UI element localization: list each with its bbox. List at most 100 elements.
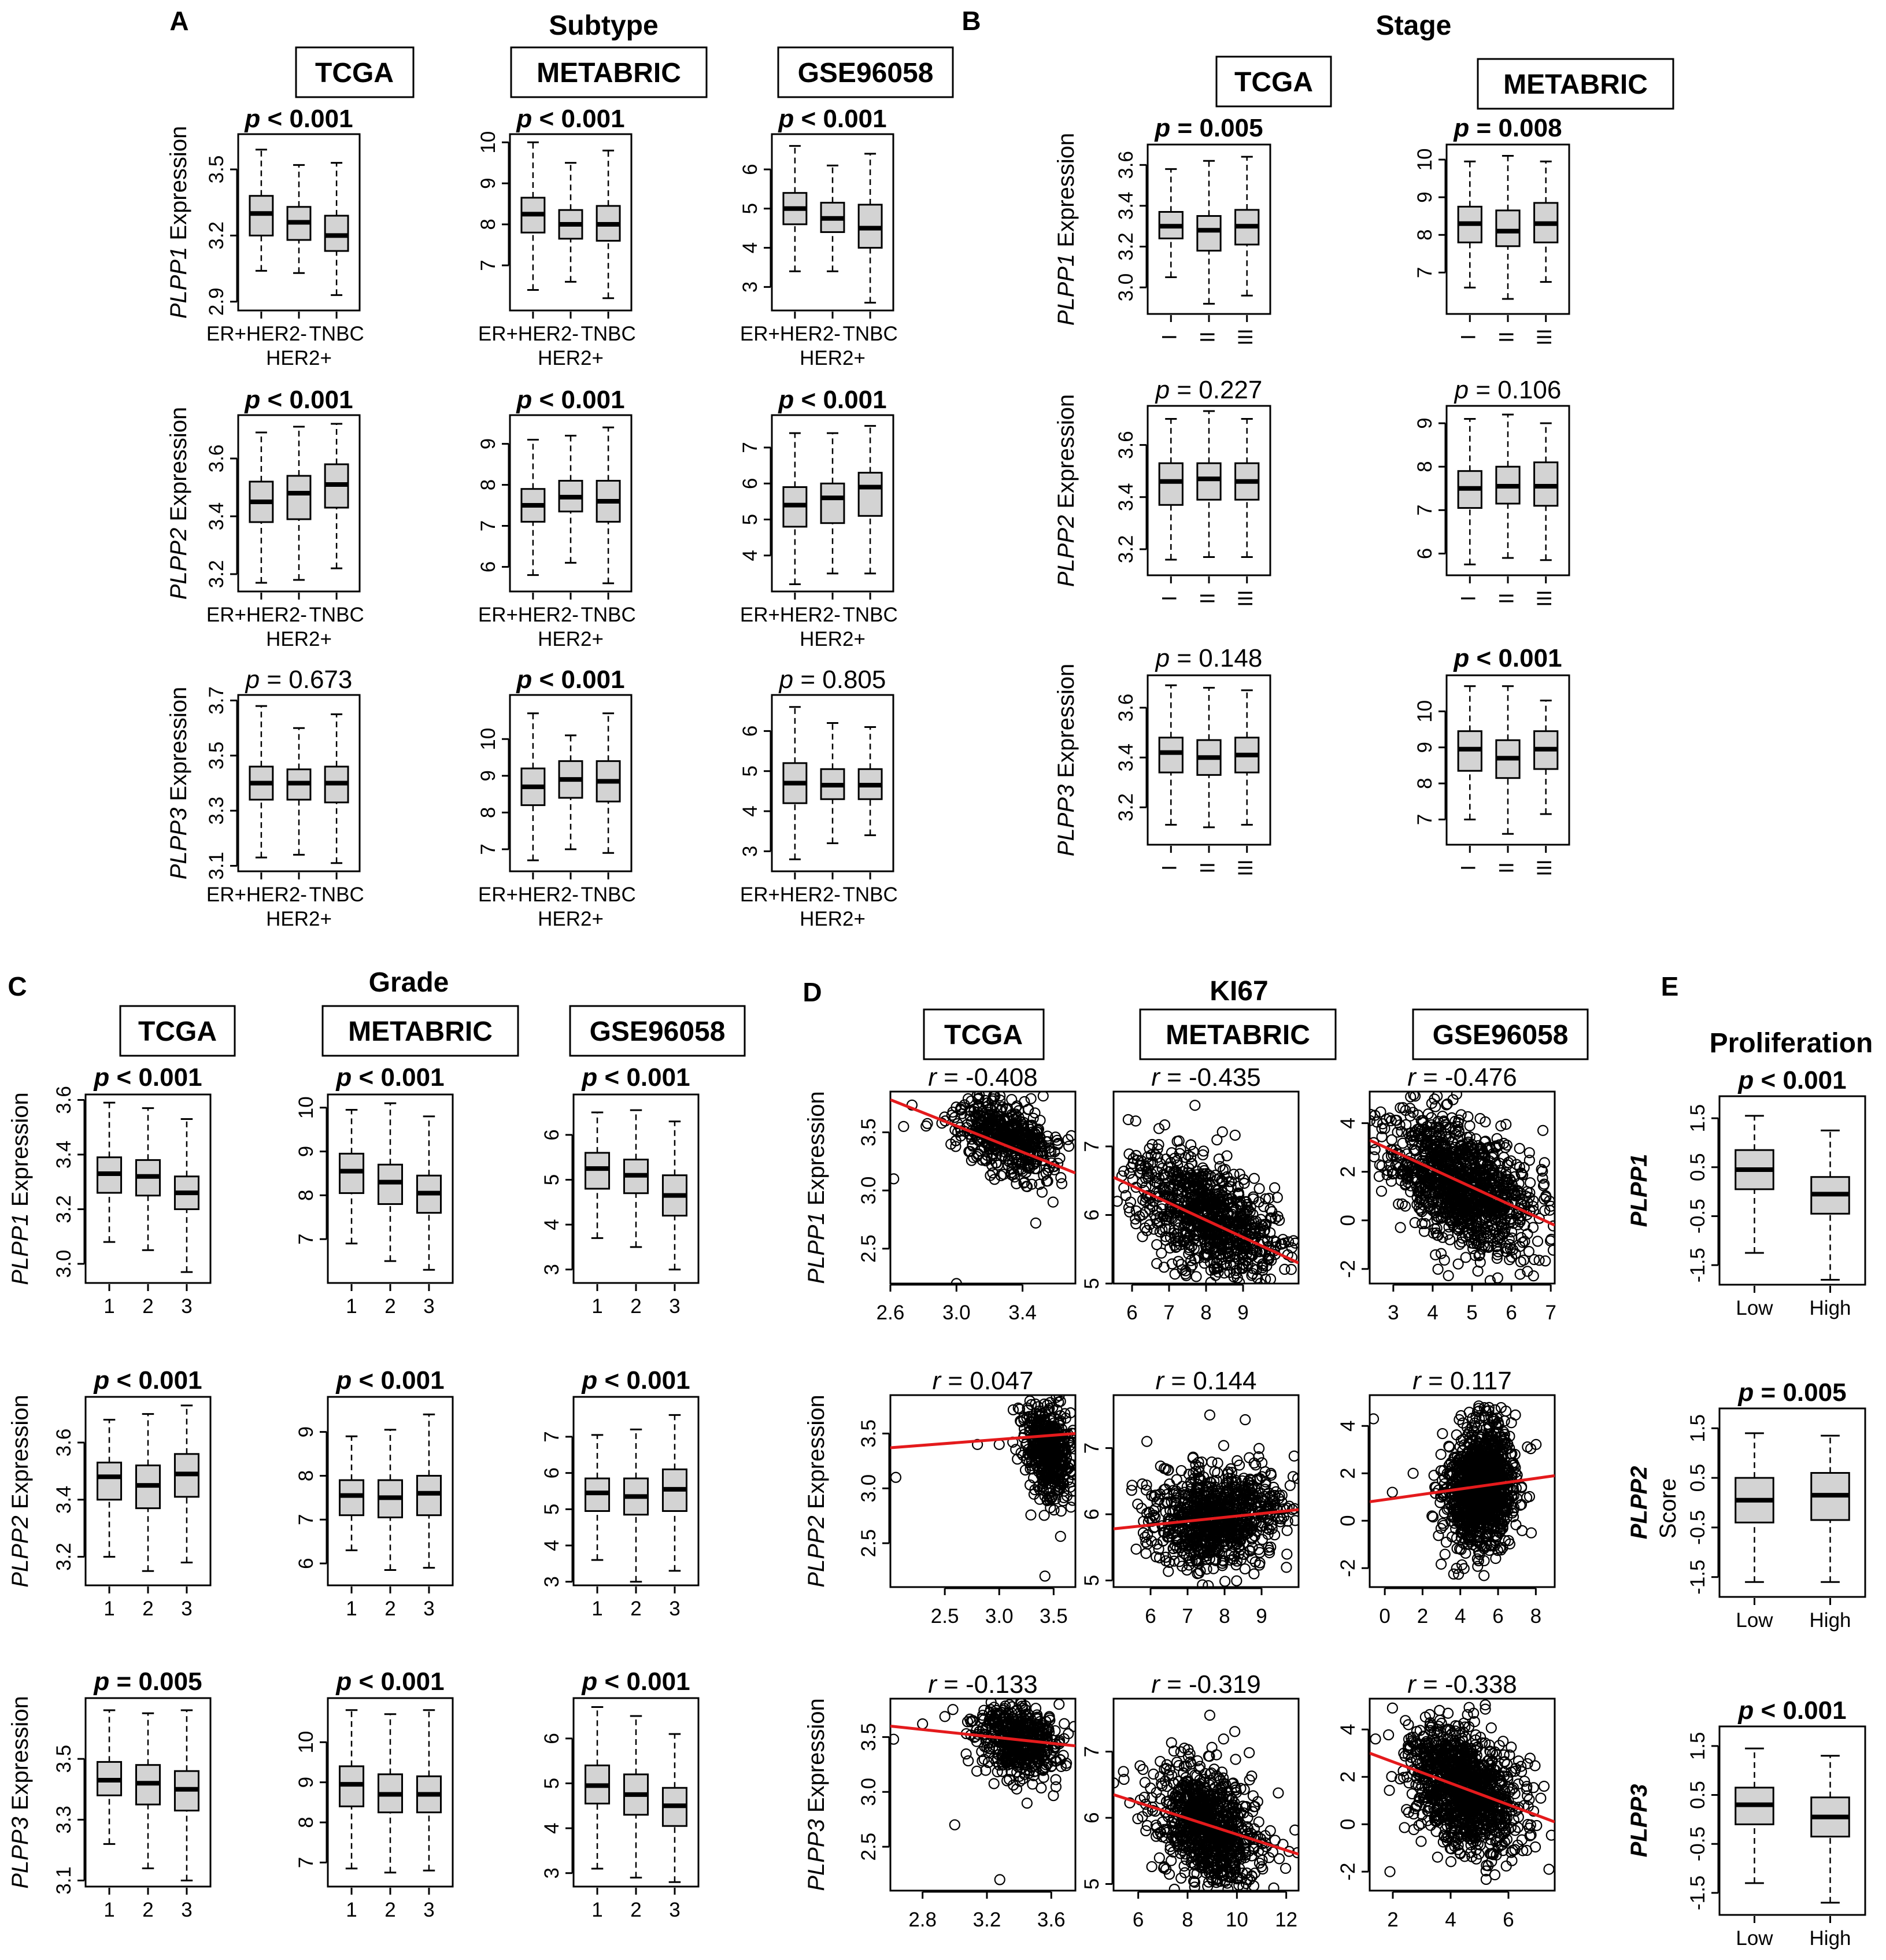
data-point (1190, 1459, 1201, 1470)
data-point (1161, 1489, 1173, 1500)
dataset-title-c-metabric: METABRIC (321, 1005, 519, 1057)
data-point (1130, 1543, 1142, 1555)
data-point (1195, 1201, 1206, 1213)
data-point (1471, 1225, 1482, 1237)
data-point (1397, 1102, 1409, 1114)
p-value-label: p = 0.227 (1155, 376, 1263, 404)
data-point (1244, 1206, 1256, 1218)
data-point (1176, 1185, 1188, 1197)
data-point (1504, 1174, 1516, 1185)
data-point (1044, 1146, 1055, 1157)
data-point (1055, 1505, 1067, 1517)
data-point (1375, 1106, 1386, 1118)
data-point (1248, 1568, 1260, 1580)
x-tick-label: III (1234, 859, 1257, 876)
data-point (1185, 1151, 1197, 1163)
data-point (1123, 1202, 1134, 1214)
data-point (1185, 1186, 1196, 1197)
heading-subtype: Subtype (549, 10, 658, 41)
y-tick-label: 10 (1414, 149, 1436, 171)
y-tick-label: 5 (739, 514, 761, 525)
x-tick-label: 3.4 (1008, 1301, 1037, 1324)
boxplot-a-plpp1-metabric: 7 8 9 10 ER+HER2-HER2+TNBC p < 0.001 (477, 105, 636, 369)
data-point (1382, 1165, 1393, 1177)
data-point (1179, 1493, 1191, 1504)
data-point (1214, 1161, 1226, 1173)
data-point (1448, 1211, 1460, 1223)
data-point (1225, 1537, 1237, 1549)
box-iii (1533, 422, 1559, 561)
data-point (1456, 1202, 1467, 1214)
data-point (1192, 1235, 1203, 1247)
plot-frame (889, 1394, 1077, 1588)
data-point (1435, 1522, 1447, 1534)
data-point (1232, 1555, 1243, 1567)
y-tick-label: 9 (477, 177, 500, 188)
data-point (1529, 1253, 1540, 1266)
y-tick-label: 3.0 (53, 1250, 75, 1278)
x-tick-label: 1 (103, 1899, 114, 1921)
data-point (1444, 1234, 1456, 1245)
data-point (1400, 1159, 1412, 1171)
data-point (1125, 1196, 1137, 1208)
data-point (1376, 1123, 1388, 1134)
data-point (1449, 1141, 1462, 1153)
data-point (1476, 1243, 1488, 1255)
y-tick-label: 8 (1414, 461, 1436, 472)
data-point (1186, 1555, 1198, 1567)
data-point (1264, 1273, 1277, 1284)
x-tick-label: ER+HER2- (740, 883, 841, 906)
box-ii (1495, 155, 1521, 300)
data-point (1034, 1493, 1045, 1505)
data-point (1452, 1258, 1464, 1270)
p-value-label: p = 0.148 (1155, 644, 1263, 672)
plot-frame (84, 1396, 212, 1587)
data-point (1400, 1104, 1411, 1116)
data-point (1498, 1182, 1510, 1195)
data-point (990, 1136, 1001, 1147)
data-point (1438, 1254, 1450, 1266)
data-point (1256, 1534, 1269, 1545)
data-point (1246, 1270, 1258, 1281)
box-er-her2 (782, 706, 808, 860)
box-3 (661, 1733, 687, 1883)
box-er-her2 (249, 705, 274, 859)
y-tick-label: 5 (739, 765, 761, 776)
data-point (1492, 1233, 1504, 1245)
data-point (1253, 1183, 1265, 1195)
x-tick-label: TNBC (309, 323, 364, 345)
y-tick-label: 10 (1414, 700, 1436, 723)
data-point (1222, 1248, 1234, 1259)
data-point (1011, 1178, 1022, 1189)
data-point (1163, 1566, 1174, 1577)
data-point (1037, 1481, 1048, 1493)
data-point (1164, 1242, 1176, 1254)
box-1 (97, 1709, 123, 1845)
data-point (1153, 1173, 1165, 1184)
data-point (1385, 1175, 1397, 1187)
data-point (1170, 1173, 1181, 1185)
p-value-label: p < 0.001 (581, 1063, 690, 1092)
data-point (1216, 1207, 1228, 1219)
x-tick-label: ER+HER2- (740, 323, 841, 345)
data-point (1173, 1135, 1185, 1147)
p-value-label: p < 0.001 (335, 1667, 444, 1696)
data-point (1434, 1129, 1445, 1141)
data-point (1514, 1162, 1525, 1173)
data-point (1164, 1232, 1177, 1243)
data-point (1544, 1204, 1555, 1216)
data-point (1532, 1236, 1544, 1247)
data-point (1264, 1204, 1276, 1215)
data-point (1239, 1563, 1251, 1575)
data-point (1176, 1510, 1188, 1521)
data-point (973, 1092, 985, 1104)
box-3 (173, 1404, 199, 1563)
boxplot-a-plpp2-metabric: 6 7 8 9 ER+HER2-HER2+TNBC p < 0.001 (477, 386, 636, 650)
x-tick-label: I (1159, 596, 1181, 601)
y-tick-label: 9 (477, 438, 500, 449)
box-2 (623, 1428, 649, 1583)
x-tick-label: 4 (1427, 1301, 1438, 1324)
x-tick-label: 7 (1182, 1605, 1193, 1628)
x-tick-label: HER2+ (800, 628, 866, 650)
data-point (1055, 1410, 1066, 1422)
